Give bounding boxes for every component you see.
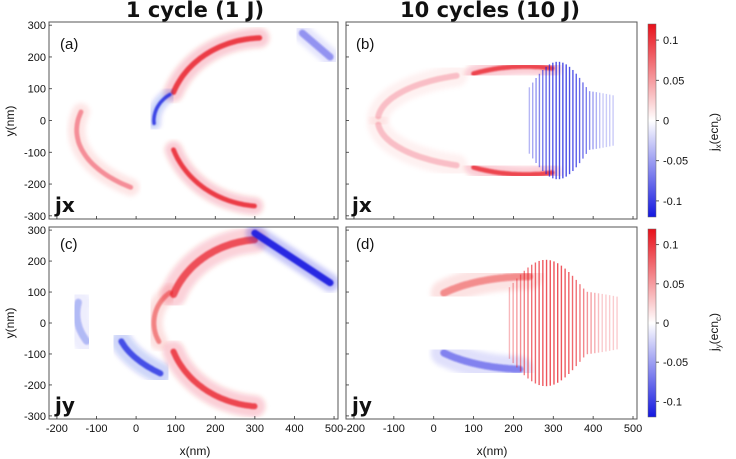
x-tick-label: 100: [464, 423, 482, 435]
panel-label: (a): [60, 36, 78, 53]
quantity-label: jx: [351, 193, 372, 217]
x-tick-label: 500: [624, 423, 642, 435]
current-band: [471, 64, 555, 77]
x-axis-label-left: x(nm): [180, 444, 211, 458]
colorbar-tick-label: 0.05: [663, 75, 684, 87]
panel-d: (d) jy: [345, 226, 638, 420]
x-tick-label: 0: [133, 423, 139, 435]
current-band: [471, 164, 555, 177]
y-tick-label: -100: [24, 349, 46, 361]
colorbar-label: jx(ecnc): [707, 113, 723, 152]
colorbar-tick-label: -0.1: [663, 196, 682, 208]
colorbar-tick-label: 0.05: [663, 279, 684, 291]
colorbar-tick-label: 0.1: [663, 35, 678, 47]
y-tick-label: -200: [24, 179, 46, 191]
x-tick-label: 500: [325, 423, 343, 435]
quantity-label: jy: [351, 393, 372, 417]
current-band: [151, 290, 173, 344]
panel-label: (c): [60, 236, 78, 253]
current-band: [74, 109, 134, 190]
x-tick-label: 400: [584, 423, 602, 435]
x-tick-label: -100: [383, 423, 405, 435]
y-tick-label: 300: [28, 20, 46, 32]
y-tick-label: 200: [28, 52, 46, 64]
y-tick-label: 300: [28, 225, 46, 237]
x-tick-label: 300: [246, 423, 264, 435]
x-tick-label: 200: [504, 423, 522, 435]
y-tick-label: 0: [40, 318, 46, 330]
current-band: [73, 298, 91, 345]
quantity-label: jy: [54, 393, 75, 417]
y-axis-label-bottom: y(nm): [3, 308, 17, 339]
column-title-right: 10 cycles (10 J): [400, 0, 580, 22]
y-tick-label: -100: [24, 147, 46, 159]
y-tick-label: 100: [28, 84, 46, 96]
current-band: [440, 272, 533, 297]
colorbar-tick-label: -0.05: [663, 156, 688, 168]
panel-c: (c) jy: [48, 226, 339, 420]
panel-b: (b) jx: [345, 21, 638, 220]
x-axis-label-right: x(nm): [477, 444, 508, 458]
current-band: [152, 92, 172, 126]
colorbar-tick-label: -0.1: [663, 396, 682, 408]
x-tick-label: -100: [85, 423, 107, 435]
colorbar-jy: 0.1 0.05 0 -0.05 -0.1 jy(ecnc): [647, 228, 723, 418]
current-line: [298, 29, 334, 61]
x-tick-label: -200: [46, 423, 68, 435]
current-band: [118, 338, 164, 377]
x-tick-label: 100: [167, 423, 185, 435]
panel-label: (b): [356, 36, 374, 53]
colorbar-jx: 0.1 0.05 0 -0.05 -0.1 jx(ecnc): [647, 23, 723, 218]
current-band: [169, 236, 259, 298]
current-band: [375, 121, 460, 169]
panel-label: (d): [356, 236, 374, 253]
current-band: [440, 349, 524, 373]
current-band: [170, 348, 258, 410]
current-band: [171, 147, 257, 209]
current-line: [251, 229, 334, 287]
column-title-left: 1 cycle (1 J): [126, 0, 264, 22]
colorbar-tick-label: 0: [663, 116, 669, 128]
panel-a: (a) jx: [48, 21, 339, 220]
x-tick-label: 0: [431, 423, 437, 435]
y-axis-label-top: y(nm): [3, 106, 17, 137]
y-tick-label: -300: [24, 211, 46, 223]
y-tick-label: 0: [40, 116, 46, 128]
colorbar-tick-label: -0.05: [663, 357, 688, 369]
x-tick-label: 300: [544, 423, 562, 435]
y-tick-label: 200: [28, 256, 46, 268]
colorbar-label: jy(ecnc): [707, 313, 723, 352]
current-band: [375, 72, 460, 120]
x-tick-label: 400: [285, 423, 303, 435]
quantity-label: jx: [54, 193, 75, 217]
y-tick-label: -200: [24, 380, 46, 392]
y-tick-label: -300: [24, 411, 46, 423]
x-tick-label: 200: [206, 423, 224, 435]
colorbar-tick-label: 0: [663, 318, 669, 330]
current-band: [170, 35, 263, 95]
x-tick-label: -200: [343, 423, 365, 435]
colorbar-tick-label: 0.1: [663, 240, 678, 252]
y-tick-label: 100: [28, 287, 46, 299]
